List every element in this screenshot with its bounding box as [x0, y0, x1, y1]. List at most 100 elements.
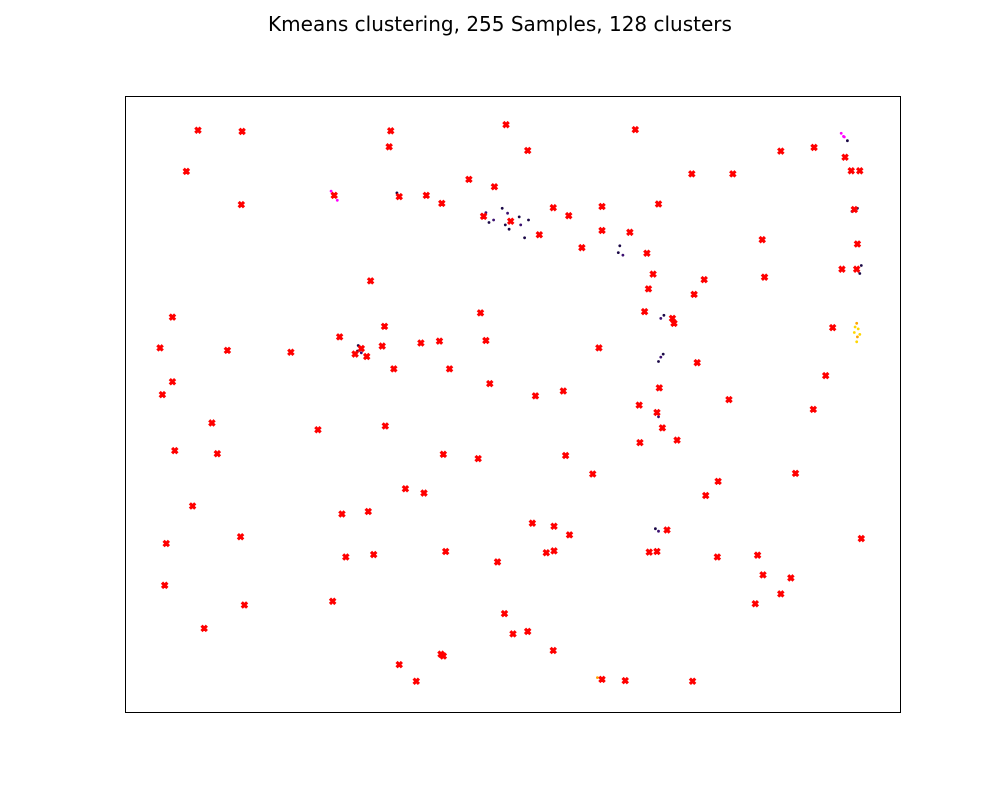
sample-point	[859, 264, 863, 267]
centroid-marker	[445, 365, 454, 373]
centroid-marker	[236, 532, 245, 541]
centroid-marker	[578, 243, 586, 252]
centroid-marker	[635, 401, 643, 409]
centroid-marker	[395, 660, 403, 669]
centroid-marker	[850, 205, 859, 214]
sample-point	[329, 189, 333, 193]
sample-point	[503, 223, 507, 227]
sample-point	[855, 321, 859, 325]
centroid-marker	[561, 451, 570, 460]
centroid-marker	[369, 550, 378, 559]
centroid-marker	[588, 470, 597, 478]
centroid-marker	[645, 548, 653, 556]
centroid-marker	[523, 146, 532, 155]
sample-point	[662, 313, 666, 317]
centroid-marker	[838, 265, 846, 273]
centroid-marker	[857, 534, 866, 543]
centroid-marker	[479, 212, 488, 221]
sample-point	[856, 327, 860, 331]
sample-point	[659, 317, 663, 320]
centroid-marker	[598, 675, 606, 684]
centroid-marker	[509, 630, 517, 638]
centroid-marker	[713, 553, 722, 561]
centroid-marker	[847, 167, 856, 175]
sample-point	[853, 325, 857, 329]
centroid-marker	[168, 313, 177, 321]
centroid-marker	[725, 395, 733, 404]
centroid-marker	[395, 192, 403, 201]
centroid-marker	[366, 277, 375, 285]
centroid-marker	[700, 275, 708, 284]
centroid-marker	[493, 558, 502, 566]
centroid-marker	[435, 337, 444, 345]
centroid-marker	[238, 127, 246, 136]
centroid-marker	[223, 346, 232, 355]
centroid-marker	[852, 265, 861, 273]
centroid-marker	[170, 446, 179, 455]
sample-point	[500, 206, 504, 210]
centroid-marker	[598, 202, 606, 211]
centroid-marker	[631, 125, 640, 134]
centroid-marker	[729, 170, 737, 178]
centroid-marker	[422, 191, 431, 200]
sample-point	[852, 331, 856, 334]
centroid-marker	[542, 548, 551, 557]
centroid-marker	[653, 547, 661, 556]
sample-point	[359, 351, 363, 355]
centroid-marker	[237, 200, 246, 209]
centroid-marker	[328, 597, 337, 606]
centroid-marker	[335, 333, 344, 341]
centroid-marker	[482, 336, 490, 345]
centroid-marker	[626, 228, 634, 237]
centroids-layer	[156, 120, 866, 686]
centroid-marker	[380, 322, 389, 331]
centroid-marker	[465, 175, 473, 184]
centroid-marker	[828, 323, 837, 332]
centroid-marker	[821, 371, 830, 380]
centroid-marker	[213, 449, 222, 458]
centroid-marker	[386, 127, 395, 135]
centroid-marker	[208, 419, 216, 427]
sample-point	[618, 244, 622, 248]
centroid-marker	[760, 273, 769, 281]
sample-point	[616, 251, 620, 255]
centroid-marker	[787, 574, 795, 582]
sample-point	[596, 676, 599, 679]
centroid-marker	[390, 365, 398, 373]
centroid-marker	[500, 609, 509, 618]
centroid-marker	[240, 601, 249, 609]
centroid-marker	[751, 599, 760, 608]
centroid-marker	[330, 191, 338, 200]
centroid-marker	[549, 646, 558, 655]
centroid-marker	[357, 344, 366, 353]
centroid-marker	[385, 143, 393, 151]
centroid-marker	[550, 547, 558, 555]
sample-point	[506, 211, 509, 215]
centroid-marker	[200, 624, 208, 633]
centroid-marker	[523, 627, 532, 636]
centroid-marker	[438, 199, 446, 208]
sample-point	[661, 352, 665, 356]
sample-point	[523, 236, 526, 240]
centroid-marker	[194, 126, 202, 134]
centroid-marker	[412, 677, 421, 686]
centroid-marker	[663, 526, 671, 534]
centroid-marker	[658, 424, 667, 432]
centroid-marker	[417, 339, 425, 347]
centroid-marker	[565, 531, 574, 539]
centroid-marker	[474, 454, 482, 463]
centroid-marker	[640, 307, 649, 316]
centroid-marker	[188, 502, 197, 510]
centroid-marker	[381, 422, 390, 430]
sample-point	[519, 223, 523, 227]
sample-point	[842, 135, 845, 138]
centroid-marker	[506, 217, 515, 225]
sample-point	[657, 529, 660, 533]
centroid-marker	[401, 484, 410, 493]
sample-point	[517, 215, 521, 219]
centroid-marker	[644, 285, 653, 293]
centroid-marker	[701, 491, 710, 500]
centroid-marker	[649, 270, 657, 278]
